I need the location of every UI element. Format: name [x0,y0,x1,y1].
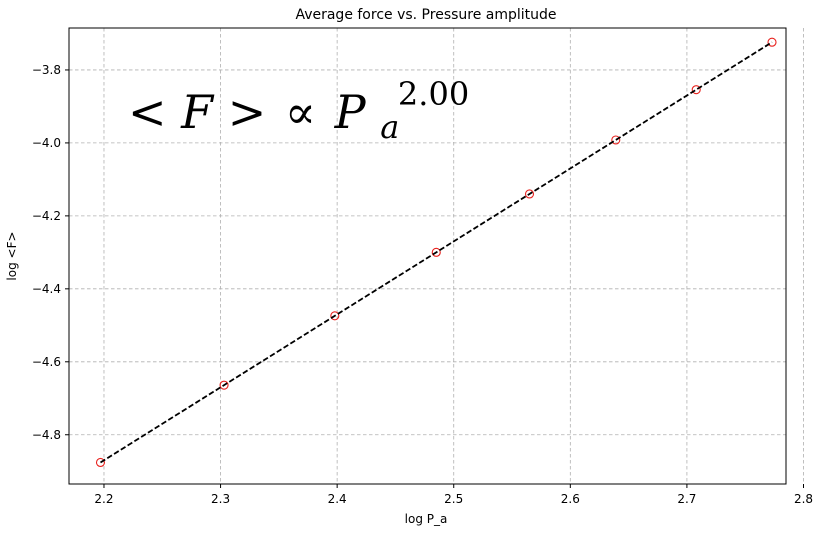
x-tick-label: 2.8 [794,492,813,506]
x-tick-label: 2.4 [328,492,347,506]
y-axis-title: log <F> [5,231,19,280]
axes: 2.2 2.3 2.4 2.5 2.6 2.7 2.8 −3.8 −4.0 −4.2 −4.4 −4.… [32,27,813,506]
data-point [330,311,340,321]
plot-area [95,37,777,468]
grid [69,28,804,484]
axes-frame [68,27,787,485]
annotation-subscript: a [380,108,399,146]
data-point [95,457,106,468]
annotation-base: P [334,85,367,139]
annotation-lhs: < F > [128,85,266,139]
data-point [524,189,535,199]
data-point [431,247,441,257]
proportionality-annotation: < F > ∝ P a 2.00 [128,75,469,149]
x-tick-label: 2.3 [211,492,230,506]
y-tick-label: −3.8 [32,63,61,77]
y-tick-label: −4.4 [32,282,61,296]
annotation-exponent: 2.00 [398,75,469,113]
x-tick-label: 2.6 [561,492,580,506]
x-tick-label: 2.2 [94,492,113,506]
x-axis-title: log P_a [405,512,448,526]
annotation-proportional-symbol: ∝ [285,85,316,139]
y-tick-label: −4.0 [32,136,61,150]
x-tick-label: 2.5 [444,492,463,506]
chart-title: Average force vs. Pressure amplitude [295,7,556,23]
x-tick-label: 2.7 [677,492,696,506]
data-point [219,380,229,390]
fit-line [100,41,773,464]
y-tick-label: −4.6 [32,355,61,369]
annotation-text: < F > ∝ P a 2.00 [128,75,469,149]
data-point [611,135,621,145]
data-point [691,85,701,95]
y-tick-label: −4.2 [32,209,61,223]
data-point [767,37,777,47]
y-tick-label: −4.8 [32,428,61,442]
